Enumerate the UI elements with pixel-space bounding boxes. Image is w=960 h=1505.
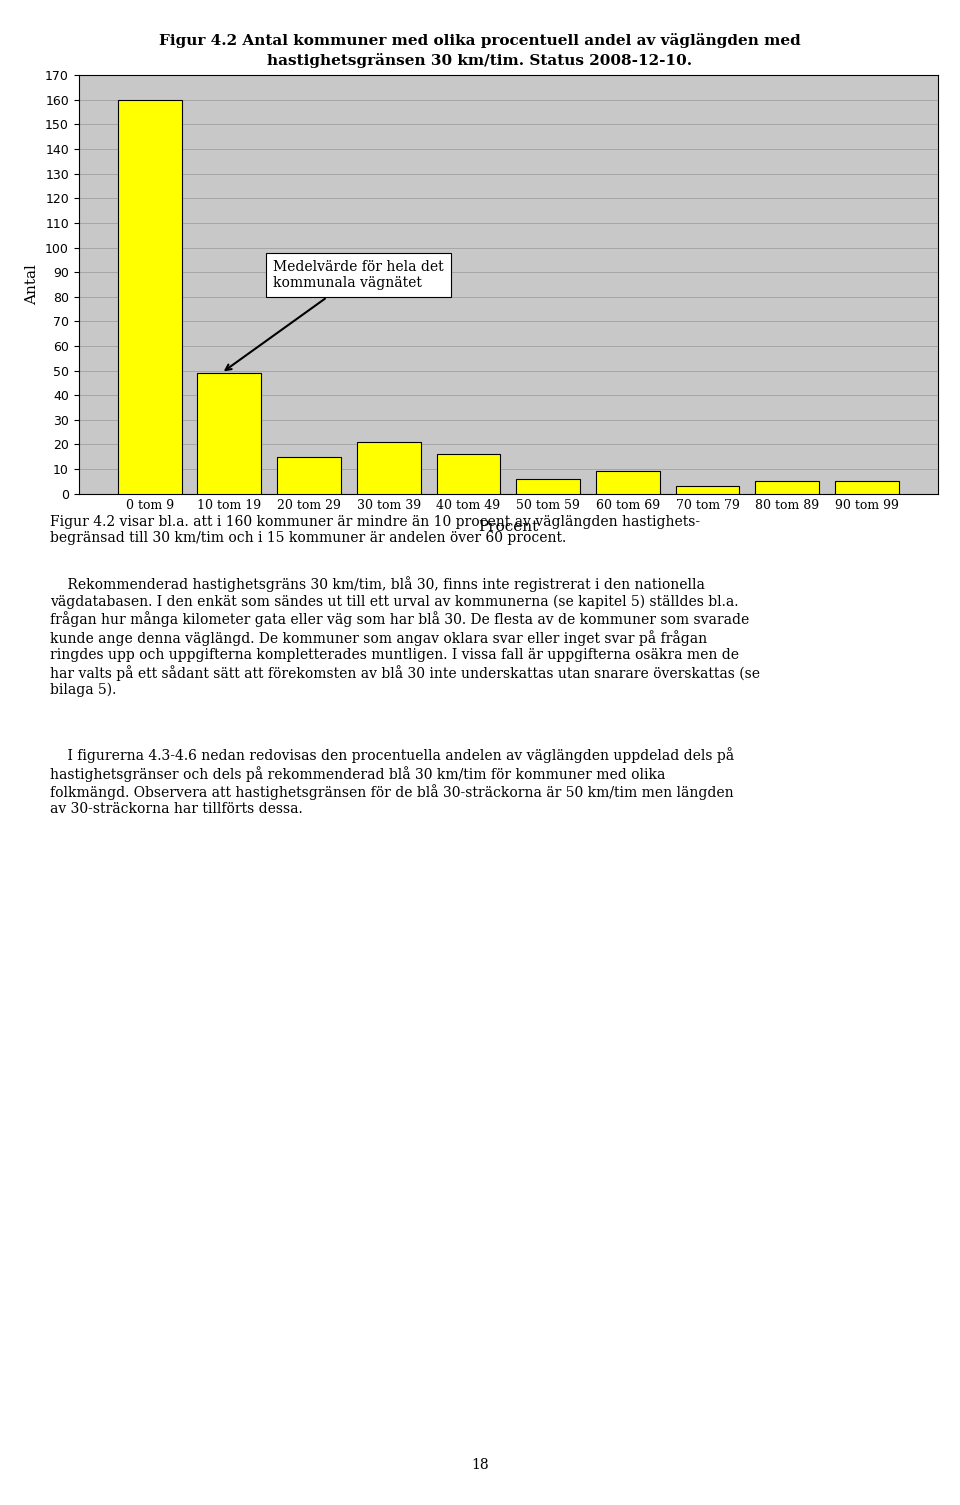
Bar [118, 99, 181, 494]
Text: Figur 4.2 visar bl.a. att i 160 kommuner är mindre än 10 procent av väglängden h: Figur 4.2 visar bl.a. att i 160 kommuner… [50, 515, 700, 545]
Text: 18: 18 [471, 1458, 489, 1472]
Bar [357, 442, 420, 494]
Text: I figurerna 4.3-4.6 nedan redovisas den procentuella andelen av väglängden uppde: I figurerna 4.3-4.6 nedan redovisas den … [50, 748, 734, 816]
Y-axis label: Antal: Antal [26, 263, 39, 306]
Text: Figur 4.2 Antal kommuner med olika procentuell andel av väglängden med: Figur 4.2 Antal kommuner med olika proce… [159, 33, 801, 48]
Bar [198, 373, 261, 494]
Bar [835, 482, 899, 494]
Text: Rekommenderad hastighetsgräns 30 km/tim, blå 30, finns inte registrerat i den na: Rekommenderad hastighetsgräns 30 km/tim,… [50, 576, 760, 697]
Bar [277, 456, 341, 494]
Bar [596, 471, 660, 494]
Bar [516, 479, 580, 494]
Bar [756, 482, 819, 494]
Text: Medelvärde för hela det
kommunala vägnätet: Medelvärde för hela det kommunala vägnät… [226, 259, 444, 370]
Text: hastighetsgränsen 30 km/tim. Status 2008-12-10.: hastighetsgränsen 30 km/tim. Status 2008… [268, 53, 692, 68]
Bar [437, 455, 500, 494]
X-axis label: Procent: Procent [478, 519, 539, 534]
Bar [676, 486, 739, 494]
